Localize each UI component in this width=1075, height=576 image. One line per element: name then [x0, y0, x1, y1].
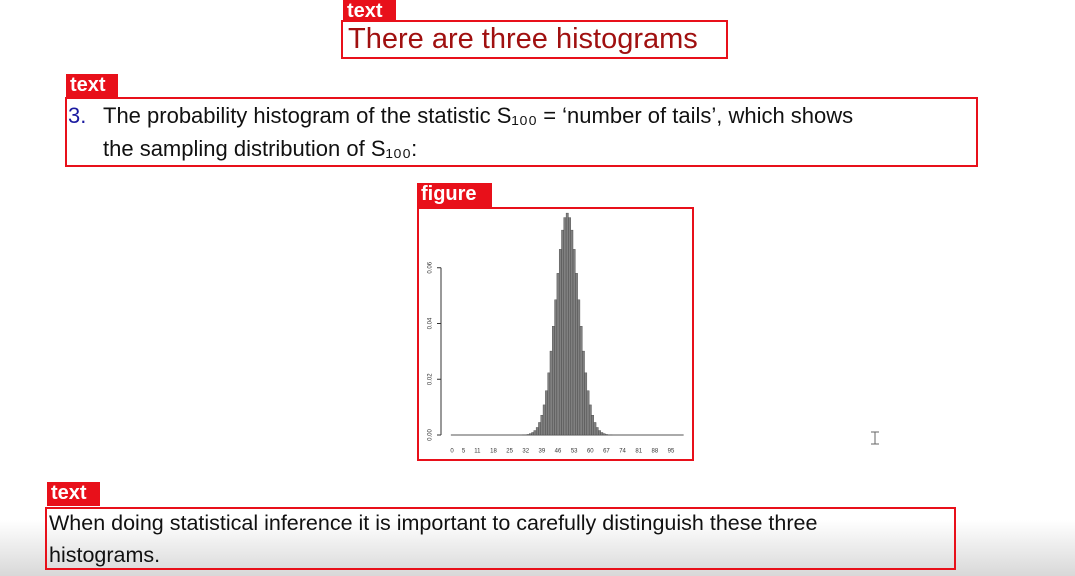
label-tag: text [66, 74, 118, 97]
bar [533, 430, 537, 436]
bar [577, 299, 581, 436]
y-tick-label: 0.02 [428, 373, 434, 385]
label-tag: text [343, 0, 396, 22]
bar [600, 432, 604, 436]
x-tick-label: 88 [651, 449, 658, 455]
y-tick-label: 0.04 [428, 317, 434, 329]
bar [598, 430, 601, 436]
bar [549, 350, 553, 436]
bar [605, 434, 608, 436]
x-tick-label: 53 [571, 449, 578, 455]
x-tick-label: 46 [555, 449, 562, 455]
note-line: histograms. [49, 543, 161, 567]
x-tick-label: 18 [490, 449, 497, 455]
label-tag: figure [417, 183, 492, 207]
note-line: When doing statistical inference it is i… [49, 511, 818, 535]
item-line: the sampling distribution of S₁₀₀: [103, 136, 418, 161]
x-tick-label: 0 [450, 449, 454, 455]
bar [575, 273, 578, 436]
x-tick-label: 74 [619, 449, 626, 455]
slide-title: There are three histograms [348, 23, 698, 55]
x-tick-label: 60 [587, 449, 594, 455]
bar [570, 229, 574, 436]
x-tick-label: 11 [474, 449, 481, 455]
bar [572, 249, 576, 436]
x-tick-label: 81 [635, 449, 642, 455]
item-line: The probability histogram of the statist… [103, 103, 854, 128]
text-cursor [871, 431, 879, 445]
bar [529, 433, 532, 436]
bar [531, 432, 535, 436]
bar [535, 427, 539, 436]
label-tag: text [47, 482, 100, 506]
x-tick-label: 25 [506, 449, 513, 455]
bar [593, 422, 597, 436]
bar [586, 390, 590, 436]
x-tick-label: 39 [539, 449, 546, 455]
bar [552, 326, 555, 436]
y-tick-label: 0.06 [428, 261, 434, 273]
bar [602, 433, 606, 436]
bar [547, 372, 551, 436]
bar [542, 404, 546, 436]
bar [565, 212, 569, 436]
bar [591, 415, 594, 436]
bar [584, 372, 588, 436]
x-tick-label: 95 [668, 449, 675, 455]
bar [563, 217, 567, 436]
bar [540, 415, 544, 436]
box [45, 507, 956, 570]
bar [579, 326, 583, 436]
bar [588, 404, 592, 436]
bar [558, 249, 562, 436]
item-number: 3. [68, 103, 87, 128]
bar [538, 422, 541, 436]
bar [545, 390, 548, 436]
bar [554, 299, 558, 436]
box [341, 20, 728, 59]
bar [582, 350, 585, 436]
x-tick-label: 32 [522, 449, 529, 455]
x-tick-label: 67 [603, 449, 610, 455]
bar [561, 229, 564, 436]
bar [595, 427, 599, 436]
bar [556, 273, 560, 436]
box [417, 207, 694, 461]
y-tick-label: 0.00 [428, 429, 434, 441]
x-tick-label: 5 [462, 449, 466, 455]
bar [568, 217, 571, 436]
box [65, 97, 978, 167]
bar [526, 434, 530, 436]
